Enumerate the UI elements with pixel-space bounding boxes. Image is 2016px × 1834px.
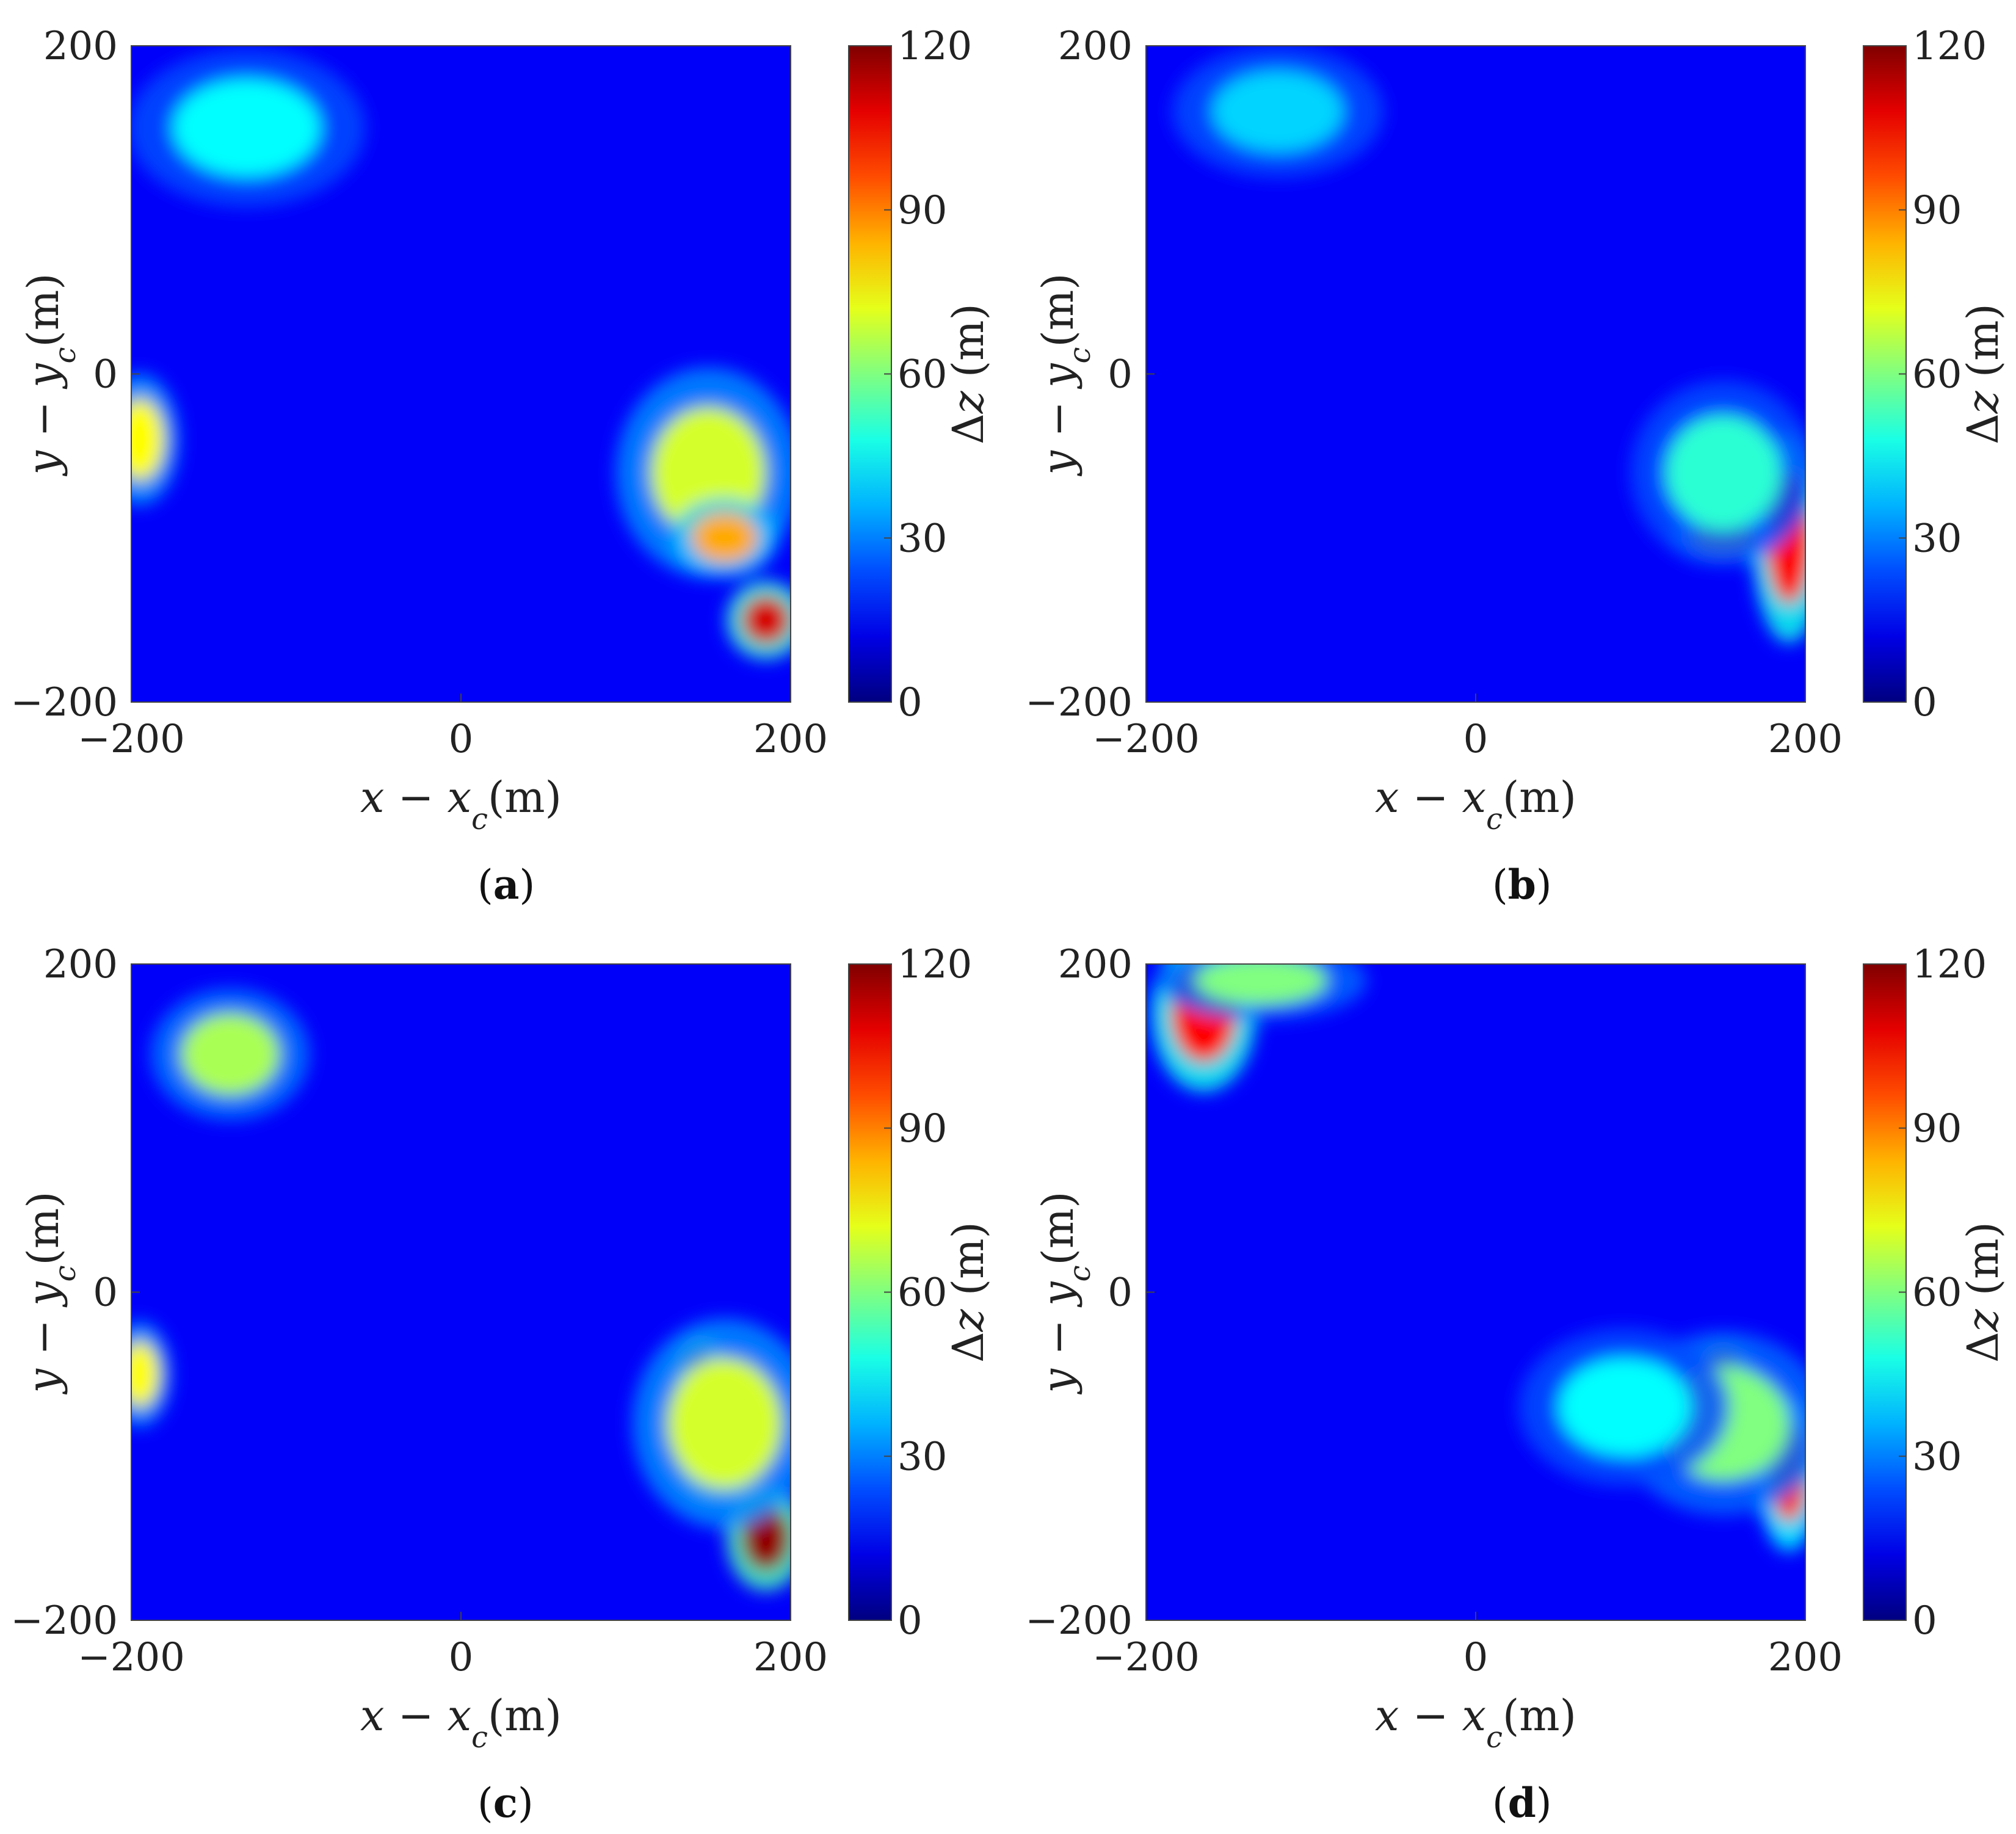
heatmap-feature xyxy=(1665,415,1781,530)
y-axis-label: y − yc(m) xyxy=(18,273,82,476)
colorbar-tick-label: 60 xyxy=(1912,352,1962,397)
colorbar-tick-label: 0 xyxy=(1912,680,1937,725)
x-tick-label: 200 xyxy=(753,717,828,762)
caption-label: d xyxy=(1507,1779,1536,1827)
colorbar-tick-label: 30 xyxy=(897,1434,947,1479)
y-axis-label: y − yc(m) xyxy=(1033,1191,1097,1394)
x-tick-label: 0 xyxy=(449,1635,474,1680)
caption-paren-open: ( xyxy=(477,861,493,908)
panel-d: −200 0 200 −200 0 200 x − xc(m) y − yc(m) 0 30 60 9… xyxy=(1015,918,2016,1834)
caption-label: a xyxy=(493,861,520,908)
caption-label: c xyxy=(493,1779,518,1827)
caption-paren-close: ) xyxy=(517,1780,534,1827)
y-tick-label: 200 xyxy=(43,942,118,987)
heatmap-feature xyxy=(741,595,791,645)
x-tick-label: 0 xyxy=(1463,717,1488,762)
heatmap-feature xyxy=(172,78,321,177)
heatmap-feature xyxy=(1195,964,1327,1006)
x-axis-label: x − xc(m) xyxy=(360,1691,562,1755)
x-axis-label: x − xc(m) xyxy=(360,772,562,836)
colorbar-tick-label: 60 xyxy=(897,1270,947,1316)
heatmap-feature xyxy=(131,398,164,481)
y-axis-label: y − yc(m) xyxy=(18,1191,82,1394)
caption-label: b xyxy=(1507,861,1536,908)
heatmap-area xyxy=(131,46,791,702)
caption-c: (c) xyxy=(477,1779,534,1827)
heatmap-area xyxy=(1146,46,1805,702)
colorbar-tick-label: 120 xyxy=(1912,24,1987,69)
heatmap-feature xyxy=(1212,70,1344,153)
caption-b: (b) xyxy=(1492,861,1552,908)
heatmap-feature xyxy=(692,513,758,563)
panel-a: −200 0 200 −200 0 200 x − xc(m) y − yc(m) 0 30 60 9… xyxy=(0,0,1001,916)
colorbar-tick-label: 90 xyxy=(1912,188,1962,233)
x-axis-label: x − xc(m) xyxy=(1375,1691,1576,1755)
heatmap-feature xyxy=(667,1358,783,1489)
colorbar-label: Δz (m) xyxy=(1958,1222,2008,1363)
colorbar-tick-label: 0 xyxy=(897,1598,923,1644)
x-tick-label: 200 xyxy=(1768,1635,1843,1680)
x-tick-label: −200 xyxy=(78,717,185,762)
colorbar-tick-label: 120 xyxy=(1912,942,1987,987)
y-tick-label: −200 xyxy=(1025,1598,1133,1644)
colorbar-tick-label: 30 xyxy=(897,516,947,561)
heatmap-area xyxy=(131,964,791,1620)
y-tick-label: −200 xyxy=(1025,680,1133,725)
caption-a: (a) xyxy=(477,861,535,908)
x-tick-label: −200 xyxy=(1092,717,1200,762)
caption-paren-open: ( xyxy=(1492,861,1508,908)
x-tick-label: −200 xyxy=(78,1635,185,1680)
colorbar-tick-label: 30 xyxy=(1912,516,1962,561)
x-axis-label: x − xc(m) xyxy=(1375,772,1576,836)
panel-b: −200 0 200 −200 0 200 x − xc(m) y − yc(m) 0 30 60 9… xyxy=(1015,0,2016,916)
x-tick-label: 0 xyxy=(1463,1635,1488,1680)
colorbar-label: Δz (m) xyxy=(1958,303,2008,444)
heatmap-feature xyxy=(181,1013,280,1095)
colorbar-tick-label: 120 xyxy=(897,24,972,69)
caption-paren-close: ) xyxy=(1536,1780,1552,1827)
caption-paren-close: ) xyxy=(1536,861,1552,908)
caption-paren-open: ( xyxy=(1492,1780,1508,1827)
y-tick-label: 0 xyxy=(93,1270,118,1316)
colorbar-label: Δz (m) xyxy=(943,303,993,444)
heatmap-feature xyxy=(1558,1358,1690,1457)
y-tick-label: 0 xyxy=(93,352,118,397)
y-tick-label: 0 xyxy=(1108,352,1133,397)
y-tick-label: 200 xyxy=(1058,24,1133,69)
x-tick-label: −200 xyxy=(1092,1635,1200,1680)
y-tick-label: 0 xyxy=(1108,1270,1133,1316)
y-tick-label: −200 xyxy=(10,680,118,725)
colorbar-tick-label: 90 xyxy=(897,1106,947,1151)
x-tick-label: 200 xyxy=(753,1635,828,1680)
y-axis-label: y − yc(m) xyxy=(1033,273,1097,476)
x-tick-label: 0 xyxy=(449,717,474,762)
colorbar-tick-label: 0 xyxy=(1912,1598,1937,1644)
x-tick-label: 200 xyxy=(1768,717,1843,762)
colorbar-tick-label: 90 xyxy=(897,188,947,233)
y-tick-label: −200 xyxy=(10,1598,118,1644)
colorbar-tick-label: 30 xyxy=(1912,1434,1962,1479)
caption-paren-close: ) xyxy=(519,861,535,908)
colorbar-tick-label: 120 xyxy=(897,942,972,987)
colorbar-tick-label: 60 xyxy=(1912,1270,1962,1316)
heatmap-background xyxy=(1146,964,1805,1620)
caption-d: (d) xyxy=(1492,1779,1552,1827)
colorbar-label: Δz (m) xyxy=(943,1222,993,1363)
y-tick-label: 200 xyxy=(1058,942,1133,987)
colorbar-tick-label: 90 xyxy=(1912,1106,1962,1151)
heatmap-area xyxy=(1146,964,1805,1620)
panel-c: −200 0 200 −200 0 200 x − xc(m) y − yc(m) 0 30 60 9… xyxy=(0,918,1001,1834)
heatmap-feature xyxy=(131,1341,159,1407)
colorbar-tick-label: 60 xyxy=(897,352,947,397)
y-tick-label: 200 xyxy=(43,24,118,69)
colorbar-tick-label: 0 xyxy=(897,680,923,725)
caption-paren-open: ( xyxy=(477,1780,493,1827)
